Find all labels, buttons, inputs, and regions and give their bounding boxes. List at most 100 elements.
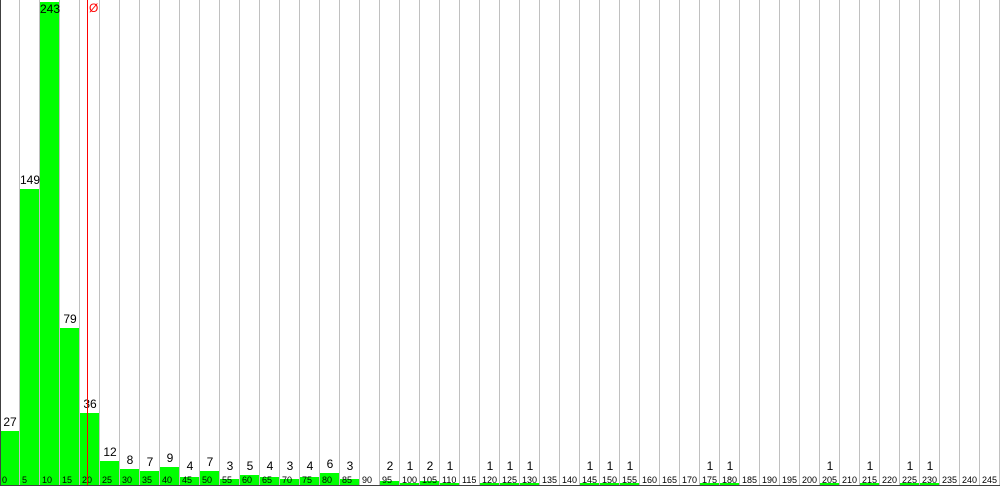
bar: [900, 483, 919, 485]
bar: [120, 469, 139, 485]
grid-column: [540, 0, 560, 485]
grid-column: [560, 0, 580, 485]
bar: [380, 481, 399, 485]
bar: [440, 483, 459, 485]
x-tick-label: 15: [62, 475, 73, 485]
bar: [0, 431, 19, 485]
bar: [600, 483, 619, 485]
x-tick-label: 10: [42, 475, 53, 485]
bar-value-label: 3: [226, 459, 234, 473]
bar: [820, 483, 839, 485]
x-tick-label: 230: [922, 475, 938, 485]
x-tick-label: 210: [842, 475, 858, 485]
x-tick-label: 110: [442, 475, 457, 485]
x-tick-label: 155: [622, 475, 638, 485]
grid-column: [360, 0, 380, 485]
bar-value-label: 1: [486, 459, 494, 473]
x-tick-label: 150: [602, 475, 618, 485]
grid-column: [120, 0, 140, 485]
bar-value-label: 1: [926, 459, 934, 473]
grid-column: [280, 0, 300, 485]
bar: [620, 483, 639, 485]
x-tick-label: 185: [742, 475, 758, 485]
grid-column: [400, 0, 420, 485]
bar-value-label: 1: [446, 459, 454, 473]
bar-value-label: 36: [83, 397, 97, 411]
grid-column: [40, 0, 60, 485]
x-tick-label: 130: [522, 475, 538, 485]
bar: [320, 473, 339, 485]
x-tick-label: 200: [802, 475, 818, 485]
bar: [280, 479, 299, 485]
bar: [180, 477, 199, 485]
bar-value-label: 79: [63, 312, 77, 326]
x-tick-label: 195: [782, 475, 798, 485]
bar: [520, 483, 539, 485]
x-tick-label: 120: [482, 475, 498, 485]
grid-column: [840, 0, 860, 485]
bar-value-label: 149: [20, 173, 41, 187]
x-tick-label: 245: [982, 475, 998, 485]
bar-value-label: 5: [246, 459, 254, 473]
grid-column: [380, 0, 400, 485]
x-tick-label: 190: [762, 475, 778, 485]
x-tick-label: 75: [302, 475, 313, 485]
x-tick-label: 215: [862, 475, 878, 485]
bar-value-label: 4: [266, 459, 274, 473]
grid-column: [160, 0, 180, 485]
x-tick-label: 170: [682, 475, 698, 485]
bar-value-label: 1: [826, 459, 834, 473]
grid-column: [460, 0, 480, 485]
grid-column: [80, 0, 100, 485]
bar: [220, 479, 239, 485]
x-tick-label: 175: [702, 475, 718, 485]
bar: [80, 413, 99, 485]
bar-value-label: 1: [906, 459, 914, 473]
x-tick-label: 105: [422, 475, 438, 485]
grid-column: [440, 0, 460, 485]
grid-column: [720, 0, 740, 485]
x-tick-label: 50: [202, 475, 213, 485]
bar-value-label: 2: [386, 459, 394, 473]
x-tick-label: 165: [662, 475, 678, 485]
grid-column: [140, 0, 160, 485]
bar-value-label: 9: [166, 451, 174, 465]
x-tick-label: 125: [502, 475, 518, 485]
bar: [200, 471, 219, 485]
grid-column: [260, 0, 280, 485]
x-tick-label: 100: [402, 475, 418, 485]
grid-column: [240, 0, 260, 485]
grid-column: [0, 0, 20, 485]
mean-label: Ø: [89, 1, 99, 15]
bar-value-label: 1: [606, 459, 614, 473]
bar: [920, 483, 939, 485]
x-tick-label: 235: [942, 475, 958, 485]
grid-column: [820, 0, 840, 485]
bar: [500, 483, 519, 485]
bar-value-label: 3: [286, 459, 294, 473]
x-tick-label: 225: [902, 475, 918, 485]
grid-column: [520, 0, 540, 485]
grid-column: [300, 0, 320, 485]
grid-column: [780, 0, 800, 485]
grid-column: [740, 0, 760, 485]
bar: [100, 461, 119, 485]
x-tick-label: 55: [222, 475, 233, 485]
grid-column: [480, 0, 500, 485]
grid-column: [100, 0, 120, 485]
x-tick-label: 240: [962, 475, 978, 485]
grid-column: [60, 0, 80, 485]
bar-value-label: 2: [426, 459, 434, 473]
x-tick-label: 160: [642, 475, 658, 485]
bar: [420, 481, 439, 485]
x-tick-label: 65: [262, 475, 273, 485]
bar: [160, 467, 179, 485]
grid-column: [320, 0, 340, 485]
x-tick-label: 0: [2, 475, 8, 485]
grid-column: [600, 0, 620, 485]
grid-column: [580, 0, 600, 485]
x-tick-label: 135: [542, 475, 558, 485]
x-tick-label: 45: [182, 475, 193, 485]
x-tick-label: 85: [342, 475, 353, 485]
grid-column: [200, 0, 220, 485]
